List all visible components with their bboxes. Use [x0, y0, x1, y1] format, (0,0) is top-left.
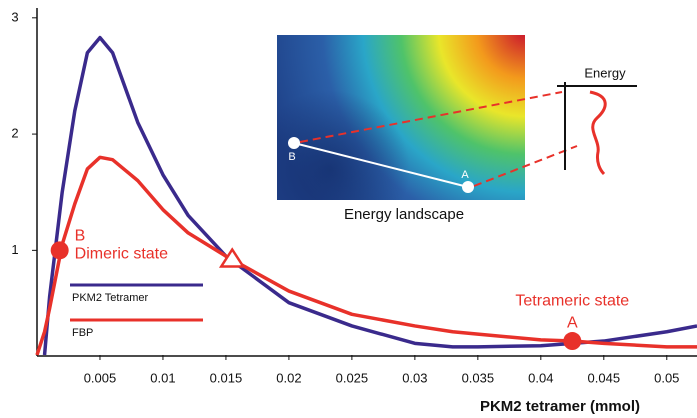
crossing-marker: [218, 247, 246, 268]
inset-label: B: [288, 151, 295, 163]
x-axis-title: PKM2 tetramer (mmol): [480, 398, 640, 415]
inset-caption: Energy landscape: [344, 206, 464, 223]
x-tick-label: 0.05: [654, 370, 679, 385]
energy-well: [277, 35, 525, 200]
legend-label: PKM2 Tetramer: [72, 292, 149, 304]
x-tick-label: 0.04: [528, 370, 553, 385]
x-tick-label: 0.025: [336, 370, 369, 385]
inset: B A Energy landscape Energy: [277, 35, 637, 223]
state-dot: [462, 181, 474, 193]
state-point: [50, 241, 69, 260]
state-letter: A: [567, 314, 578, 331]
x-tick-label: 0.03: [402, 370, 427, 385]
x-tick-label: 0.045: [588, 370, 621, 385]
path-line: [293, 142, 469, 188]
x-tick-label: 0.005: [84, 370, 117, 385]
x-tick-label: 0.01: [150, 370, 175, 385]
y-tick-label: 3: [11, 9, 18, 24]
energy-profile: [589, 90, 607, 176]
energy-label: Energy: [584, 65, 626, 80]
state-text: Tetrameric state: [515, 292, 629, 309]
dashed-link: [299, 91, 563, 143]
series-line: [35, 155, 697, 356]
state-text: Dimeric state: [75, 246, 168, 263]
x-tick-label: 0.02: [276, 370, 301, 385]
x-tick-label: 0.015: [210, 370, 243, 385]
state-letter: B: [75, 228, 86, 245]
y-tick-label: 1: [11, 242, 18, 257]
x-tick-label: 0.035: [462, 370, 495, 385]
legend-label: FBP: [72, 327, 93, 339]
y-tick-label: 2: [11, 126, 18, 141]
inset-label: A: [461, 169, 469, 181]
state-point: [563, 332, 582, 351]
dashed-link: [473, 145, 578, 187]
state-dot: [288, 137, 300, 149]
